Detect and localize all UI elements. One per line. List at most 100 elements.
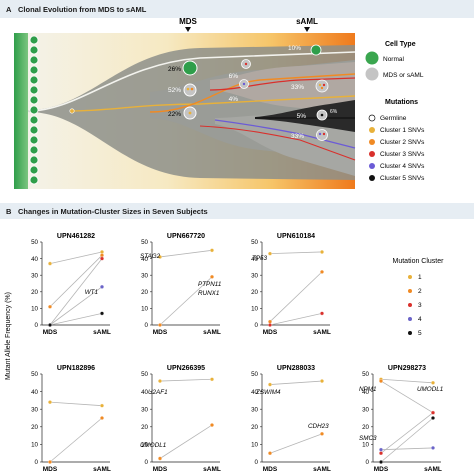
x-tick-label: sAML (424, 466, 442, 473)
x-tick-label: MDS (153, 329, 168, 336)
point-cluster-3-saml (431, 410, 435, 415)
point-cluster-1-saml (320, 379, 324, 383)
y-tick-label: 30 (141, 406, 148, 413)
y-tick-label: 50 (251, 239, 258, 246)
mutations-legend-title: Mutations (385, 99, 418, 106)
normal-cells-band (14, 33, 28, 189)
normal-saml-percent: 10% (288, 45, 301, 52)
point-cluster-1-saml (320, 250, 324, 254)
y-tick-label: 10 (141, 442, 148, 449)
cluster-3-mid-percent: 6% (229, 73, 239, 80)
normal-mds-percent: 26% (168, 66, 181, 73)
cluster-5-legend-label: Cluster 5 SNVs (380, 175, 425, 182)
x-tick-label: MDS (374, 466, 389, 473)
series-line-cluster-2 (159, 424, 213, 459)
y-tick-label: 10 (362, 442, 369, 449)
y-tick-label: 20 (141, 289, 148, 296)
panel-a-legend: Cell Type Normal MDS or sAML Mutations G… (365, 41, 425, 182)
y-tick-label: 40 (141, 389, 148, 396)
chart-upn288033: 0 10 20 30 40 50 MDS sAML UPN288033 ZSWIM4 CDH23 (251, 365, 331, 473)
y-tick-label: 20 (141, 424, 148, 431)
gene-annotation: NPM1 (359, 386, 377, 393)
legend-cluster-2-swatch (408, 289, 412, 293)
chart-title: UPN298273 (388, 365, 426, 372)
timepoint-saml-label: sAML (296, 17, 318, 26)
y-tick-label: 0 (255, 459, 259, 466)
point-cluster-3-saml (100, 256, 104, 261)
y-tick-label: 0 (255, 322, 259, 329)
x-tick-label: sAML (93, 329, 111, 336)
y-tick-label: 0 (35, 459, 39, 466)
chart-upn266395: 0 10 20 30 40 50 MDS sAML UPN266395 U2AF1 UMODL1 (140, 365, 221, 473)
y-tick-label: 30 (362, 406, 369, 413)
panel-b-header: B Changes in Mutation-Cluster Sizes in Se… (0, 203, 474, 219)
point-cluster-1-mds (268, 251, 272, 256)
chart-title: UPN610184 (277, 233, 315, 240)
normal-clone-saml-icon (310, 44, 322, 56)
point-cluster-2-mds (158, 323, 162, 327)
point-cluster-2-saml (320, 431, 324, 436)
y-tick-label: 30 (251, 406, 258, 413)
panel-b-letter: B (6, 207, 12, 216)
series-line-cluster-4 (49, 286, 103, 326)
series-line-cluster-1 (380, 378, 434, 384)
legend-cluster-3-swatch (408, 303, 412, 307)
x-tick-label: MDS (153, 466, 168, 473)
y-tick-label: 10 (31, 306, 38, 313)
y-tick-label: 0 (366, 459, 370, 466)
gene-annotation: SMC3 (359, 435, 377, 442)
y-tick-label: 10 (31, 442, 38, 449)
timepoint-mds-label: MDS (179, 17, 197, 26)
y-tick-label: 40 (141, 256, 148, 263)
series-line-cluster-1 (269, 380, 323, 385)
panel-a-letter: A (6, 5, 12, 14)
y-tick-label: 10 (251, 442, 258, 449)
cluster-2-line (149, 73, 356, 113)
y-tick-label: 0 (35, 322, 39, 329)
cluster-4-clone-saml-icon (316, 129, 328, 141)
cluster-5-legend-swatch (369, 175, 375, 181)
cluster-5b-saml-percent: 6% (330, 109, 338, 115)
gene-annotation: PTPN11 (198, 281, 221, 288)
cluster-5-band (255, 100, 355, 132)
cluster-4-legend-label: Cluster 4 SNVs (380, 163, 425, 170)
x-tick-label: sAML (203, 329, 221, 336)
point-cluster-2-mds (48, 460, 52, 464)
legend-cluster-1-swatch (408, 275, 412, 279)
point-cluster-2-saml (320, 269, 324, 274)
gene-annotation: STAG2 (140, 253, 161, 260)
chart-upn610184: 0 10 20 30 40 50 MDS sAML UPN610184 TP53 (251, 233, 331, 336)
cluster-3-clone-saml-icon (315, 79, 329, 93)
point-cluster-2-mds (379, 379, 383, 383)
panel-b-legend: Mutation Cluster 1 2 3 4 5 (393, 258, 445, 337)
legend-cluster-5-label: 5 (418, 330, 422, 337)
normal-legend-label: Normal (383, 56, 405, 63)
series-line-cluster-3 (269, 312, 323, 326)
cluster-4-line (214, 119, 356, 149)
y-tick-label: 50 (31, 239, 38, 246)
y-tick-label: 30 (251, 272, 258, 279)
x-tick-label: MDS (43, 466, 58, 473)
point-cluster-1-saml (100, 250, 104, 254)
cluster-3-legend-label: Cluster 3 SNVs (380, 151, 425, 158)
initial-clone-dot (69, 108, 75, 114)
x-tick-label: MDS (263, 466, 278, 473)
point-cluster-4-saml (100, 284, 104, 289)
legend-cluster-4-swatch (408, 317, 412, 321)
point-cluster-3-mds (268, 323, 272, 327)
series-line-cluster-5 (49, 312, 103, 326)
y-tick-label: 30 (141, 272, 148, 279)
germline-legend-label: Germline (380, 115, 407, 122)
point-cluster-4-mds (379, 447, 383, 452)
y-tick-label: 10 (141, 306, 148, 313)
chart-title: UPN288033 (277, 365, 315, 372)
point-cluster-2-mds (158, 456, 162, 461)
y-tick-label: 50 (362, 371, 369, 378)
legend-cluster-3-label: 3 (418, 302, 422, 309)
point-cluster-2-saml (210, 423, 214, 427)
mds-arrow-icon (185, 27, 191, 32)
legend-cluster-4-label: 4 (418, 316, 422, 323)
point-cluster-1-saml (210, 377, 214, 382)
cluster-2-legend-swatch (369, 139, 375, 145)
